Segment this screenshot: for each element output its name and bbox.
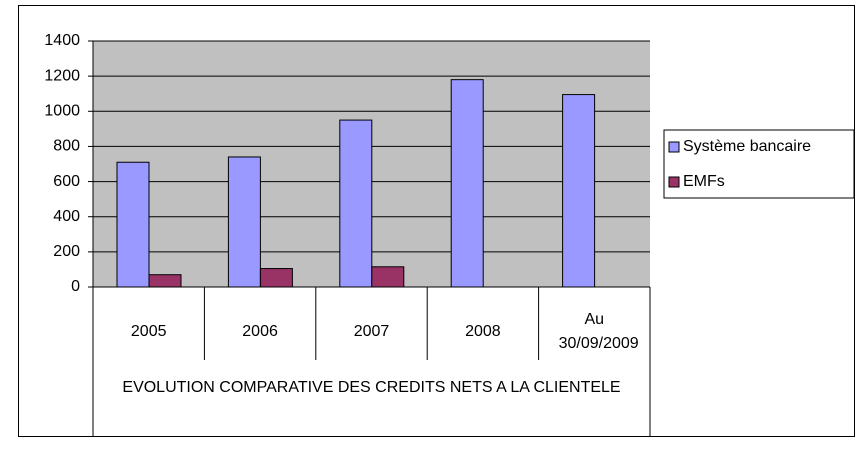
x-tick-label: 2007	[353, 323, 390, 340]
x-tick-label: 2008	[465, 323, 501, 340]
bar	[562, 94, 596, 288]
y-tick-label: 800	[53, 138, 80, 155]
y-tick-label: 600	[53, 173, 80, 190]
legend-swatch	[668, 141, 680, 153]
y-tick-label: 400	[53, 208, 80, 225]
y-tick-label: 1000	[44, 103, 80, 120]
x-tick-label: 2006	[242, 323, 278, 340]
bar	[227, 156, 261, 288]
bar	[116, 161, 150, 288]
bar	[259, 268, 293, 288]
x-tick-label: Au 30/09/2009	[558, 311, 639, 352]
bar	[148, 274, 182, 288]
x-axis-label: EVOLUTION COMPARATIVE DES CREDITS NETS A…	[122, 379, 621, 396]
legend-box	[663, 129, 855, 199]
bar	[450, 79, 484, 288]
y-tick-label: 200	[53, 243, 80, 260]
bar	[339, 119, 373, 288]
y-tick-label: 1400	[44, 32, 80, 49]
legend-label: EMFs	[683, 173, 725, 190]
y-tick-label: 1200	[44, 67, 80, 84]
legend-swatch	[668, 176, 680, 188]
x-tick-label: 2005	[130, 323, 167, 340]
y-tick-label: 0	[71, 278, 80, 295]
bar	[371, 266, 405, 288]
legend-label: Système bancaire	[683, 138, 811, 155]
